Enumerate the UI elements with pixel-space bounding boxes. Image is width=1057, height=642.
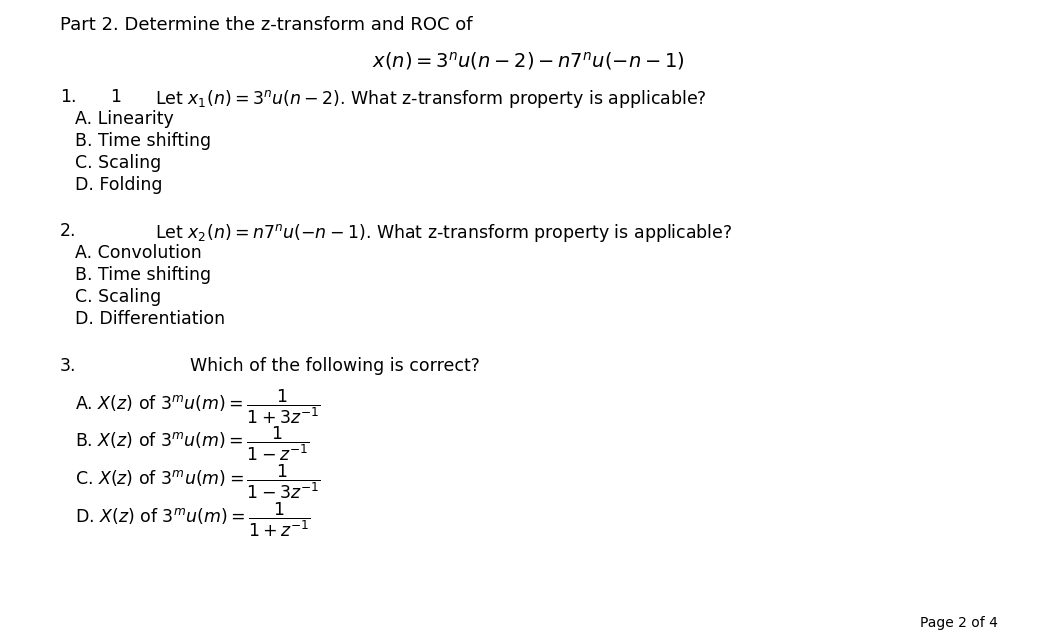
Text: A. Linearity: A. Linearity (75, 110, 173, 128)
Text: B. Time shifting: B. Time shifting (75, 266, 211, 284)
Text: B. Time shifting: B. Time shifting (75, 132, 211, 150)
Text: B. $X(z)$ of $3^m u(m) = \dfrac{1}{1-z^{-1}}$: B. $X(z)$ of $3^m u(m) = \dfrac{1}{1-z^{… (75, 424, 310, 462)
Text: 1: 1 (110, 88, 120, 106)
Text: A. Convolution: A. Convolution (75, 244, 202, 262)
Text: $x(n) = 3^n u(n-2) - n7^n u(-n-1)$: $x(n) = 3^n u(n-2) - n7^n u(-n-1)$ (372, 50, 684, 72)
Text: D. Differentiation: D. Differentiation (75, 310, 225, 328)
Text: 3.: 3. (60, 357, 76, 375)
Text: D. Folding: D. Folding (75, 176, 163, 194)
Text: 2.: 2. (60, 222, 76, 240)
Text: C. Scaling: C. Scaling (75, 154, 162, 172)
Text: Which of the following is correct?: Which of the following is correct? (190, 357, 480, 375)
Text: 1.: 1. (60, 88, 76, 106)
Text: Part 2. Determine the z-transform and ROC of: Part 2. Determine the z-transform and RO… (60, 16, 472, 34)
Text: C. Scaling: C. Scaling (75, 288, 162, 306)
Text: Let $x_2(n) = n7^n u(-n-1)$. What z-transform property is applicable?: Let $x_2(n) = n7^n u(-n-1)$. What z-tran… (155, 222, 733, 244)
Text: Let $x_1(n) = 3^n u(n-2)$. What z-transform property is applicable?: Let $x_1(n) = 3^n u(n-2)$. What z-transf… (155, 88, 707, 110)
Text: Page 2 of 4: Page 2 of 4 (920, 616, 998, 630)
Text: C. $X(z)$ of $3^m u(m) = \dfrac{1}{1-3z^{-1}}$: C. $X(z)$ of $3^m u(m) = \dfrac{1}{1-3z^… (75, 462, 320, 501)
Text: D. $X(z)$ of $3^m u(m) = \dfrac{1}{1+z^{-1}}$: D. $X(z)$ of $3^m u(m) = \dfrac{1}{1+z^{… (75, 500, 311, 539)
Text: A. $X(z)$ of $3^m u(m) = \dfrac{1}{1+3z^{-1}}$: A. $X(z)$ of $3^m u(m) = \dfrac{1}{1+3z^… (75, 387, 320, 426)
